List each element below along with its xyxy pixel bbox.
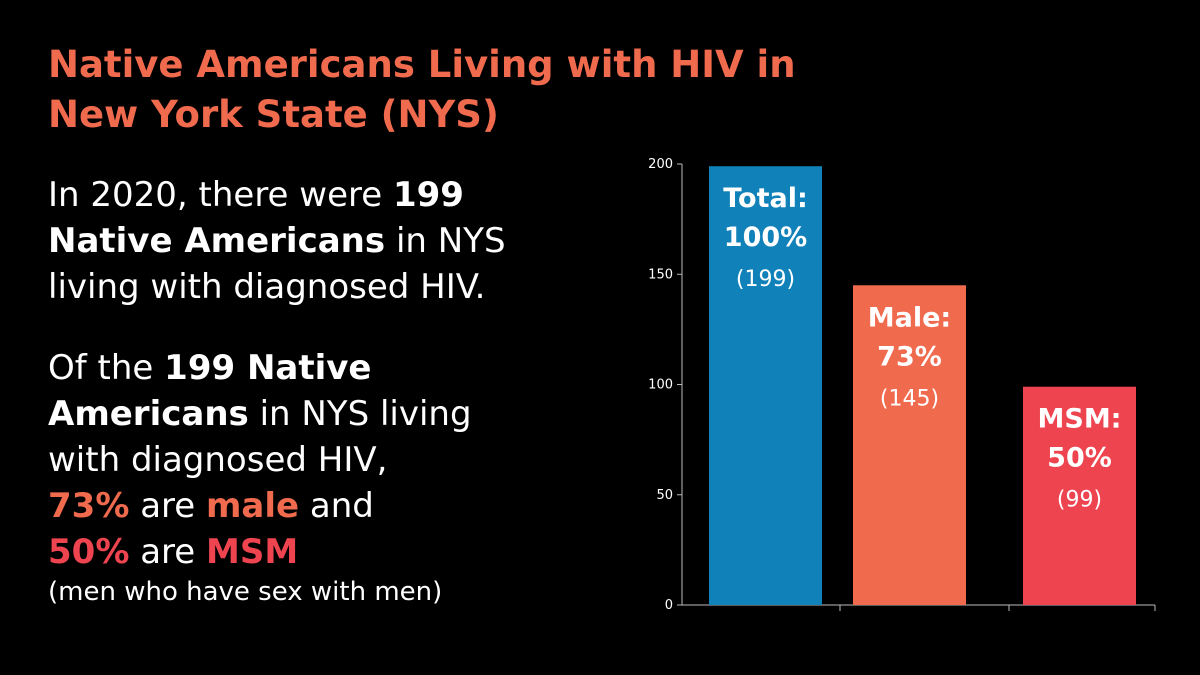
detail-text: in NYS living	[248, 394, 472, 434]
bar-category-label: MSM:	[1038, 404, 1122, 435]
summary-line-2: Native Americans in NYS	[48, 218, 608, 264]
chart-bar-labels: Total: 100% (199) Male: 73% (145) MSM: 50% (99)	[723, 183, 1121, 512]
detail-text: are	[129, 532, 206, 572]
detail-text: Of the	[48, 348, 165, 388]
page-title: Native Americans Living with HIV in New …	[48, 40, 908, 140]
summary-group: Native Americans	[48, 221, 386, 261]
bar-total	[709, 166, 822, 605]
bar-category-label: Male:	[868, 302, 951, 333]
detail-text: are	[129, 486, 206, 526]
detail-line-2: Americans in NYS living	[48, 391, 608, 437]
summary-text: In 2020, there were	[48, 175, 393, 215]
bar-percent-label: 100%	[724, 222, 807, 253]
detail-count: 199 Native	[164, 348, 372, 388]
bar-category-label: Total:	[723, 183, 808, 214]
detail-paragraph: Of the 199 Native Americans in NYS livin…	[48, 345, 608, 609]
detail-line-male: 73% are male and	[48, 483, 608, 529]
bar-count-label: (99)	[1057, 488, 1102, 513]
detail-text: and	[299, 486, 374, 526]
summary-line-1: In 2020, there were 199	[48, 172, 608, 218]
bar-msm	[1023, 386, 1136, 605]
male-percent: 73%	[48, 486, 130, 526]
y-tick-label: 0	[665, 598, 673, 613]
bar-chart: 0 50 100 150 200 Total: 100% (199) Male: 73% (145…	[648, 157, 1156, 613]
bar-male	[853, 285, 966, 605]
summary-paragraph: In 2020, there were 199 Native Americans…	[48, 172, 608, 310]
detail-line-msm: 50% are MSM	[48, 529, 608, 575]
title-line-2: New York State (NYS)	[48, 93, 499, 136]
msm-percent: 50%	[48, 532, 130, 572]
y-tick-label: 50	[656, 488, 673, 503]
summary-line-3: living with diagnosed HIV.	[48, 267, 486, 307]
y-tick-label: 100	[648, 378, 673, 393]
msm-word: MSM	[206, 532, 299, 572]
title-line-1: Native Americans Living with HIV in	[48, 43, 796, 86]
detail-group: Americans	[48, 394, 249, 434]
msm-definition-note: (men who have sex with men)	[48, 577, 443, 607]
y-tick-label: 200	[648, 157, 673, 172]
chart-bars	[709, 166, 1136, 605]
detail-line-3: with diagnosed HIV,	[48, 440, 388, 480]
bar-percent-label: 73%	[877, 341, 942, 372]
bar-count-label: (145)	[880, 386, 939, 411]
male-word: male	[206, 486, 300, 526]
summary-text: in NYS	[385, 221, 506, 261]
detail-line-1: Of the 199 Native	[48, 345, 608, 391]
y-tick-label: 150	[648, 267, 673, 282]
summary-count: 199	[392, 175, 464, 215]
bar-percent-label: 50%	[1047, 443, 1112, 474]
bar-count-label: (199)	[736, 267, 795, 292]
